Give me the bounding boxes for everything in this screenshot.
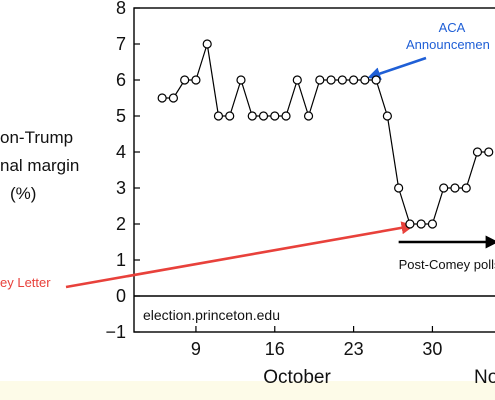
y-tick-label: 6 (116, 70, 126, 90)
data-point (394, 183, 404, 193)
x-tick-label: 23 (344, 339, 364, 359)
data-point (416, 219, 426, 229)
series-line (162, 43, 489, 225)
y-tick-label: 3 (116, 178, 126, 198)
data-point (371, 75, 381, 85)
data-point (461, 183, 471, 193)
data-point (202, 39, 212, 49)
data-point (439, 183, 449, 193)
source-label: election.princeton.edu (143, 307, 280, 323)
x-tick-label: 30 (422, 339, 442, 359)
post-comey-label: Post-Comey polls (399, 257, 495, 272)
aca-arrow (367, 56, 427, 80)
comey-annotation: ey Letter (0, 275, 51, 290)
data-point (337, 75, 347, 85)
y-tick-label: 7 (116, 34, 126, 54)
data-point (247, 111, 257, 121)
x-tick-label: 9 (191, 339, 201, 359)
data-point (450, 183, 460, 193)
data-point (225, 111, 235, 121)
x-tick-label: 16 (265, 339, 285, 359)
data-point (270, 111, 280, 121)
data-point (326, 75, 336, 85)
data-point (180, 75, 190, 85)
y-tick-label: 2 (116, 214, 126, 234)
data-point (157, 93, 167, 103)
data-point (236, 75, 246, 85)
data-point (213, 111, 224, 121)
data-point (258, 111, 269, 121)
data-point (484, 147, 494, 157)
comey-arrow (65, 221, 415, 289)
footer-band (0, 381, 495, 400)
y-axis-label-line-1: on-Trump (0, 128, 74, 147)
plot-frame (133, 7, 495, 333)
y-axis-label-line-3: (%) (10, 184, 37, 203)
data-point (168, 93, 179, 103)
data-point (405, 219, 415, 229)
data-point (427, 219, 438, 229)
data-point (472, 147, 483, 157)
data-point (303, 111, 314, 121)
y-tick-label: 1 (116, 250, 126, 270)
data-point (382, 111, 392, 121)
y-tick-label: 4 (116, 142, 126, 162)
aca-annotation-line-1: ACA (439, 20, 466, 35)
y-tick-label: −1 (105, 322, 126, 342)
y-axis-label-line-2: nal margin (0, 156, 80, 175)
data-point (349, 75, 359, 85)
x-axis-label: October (263, 367, 331, 388)
data-point (281, 111, 291, 121)
y-tick-label: 5 (116, 106, 126, 126)
x-axis-label-fragment: No (474, 367, 495, 388)
data-point (191, 75, 201, 85)
y-tick-label: 0 (116, 286, 126, 306)
data-point (292, 75, 302, 85)
aca-annotation-line-2: Announcemen (406, 37, 490, 52)
data-point (315, 75, 325, 85)
data-point (360, 75, 370, 85)
y-tick-label: 8 (116, 0, 126, 18)
